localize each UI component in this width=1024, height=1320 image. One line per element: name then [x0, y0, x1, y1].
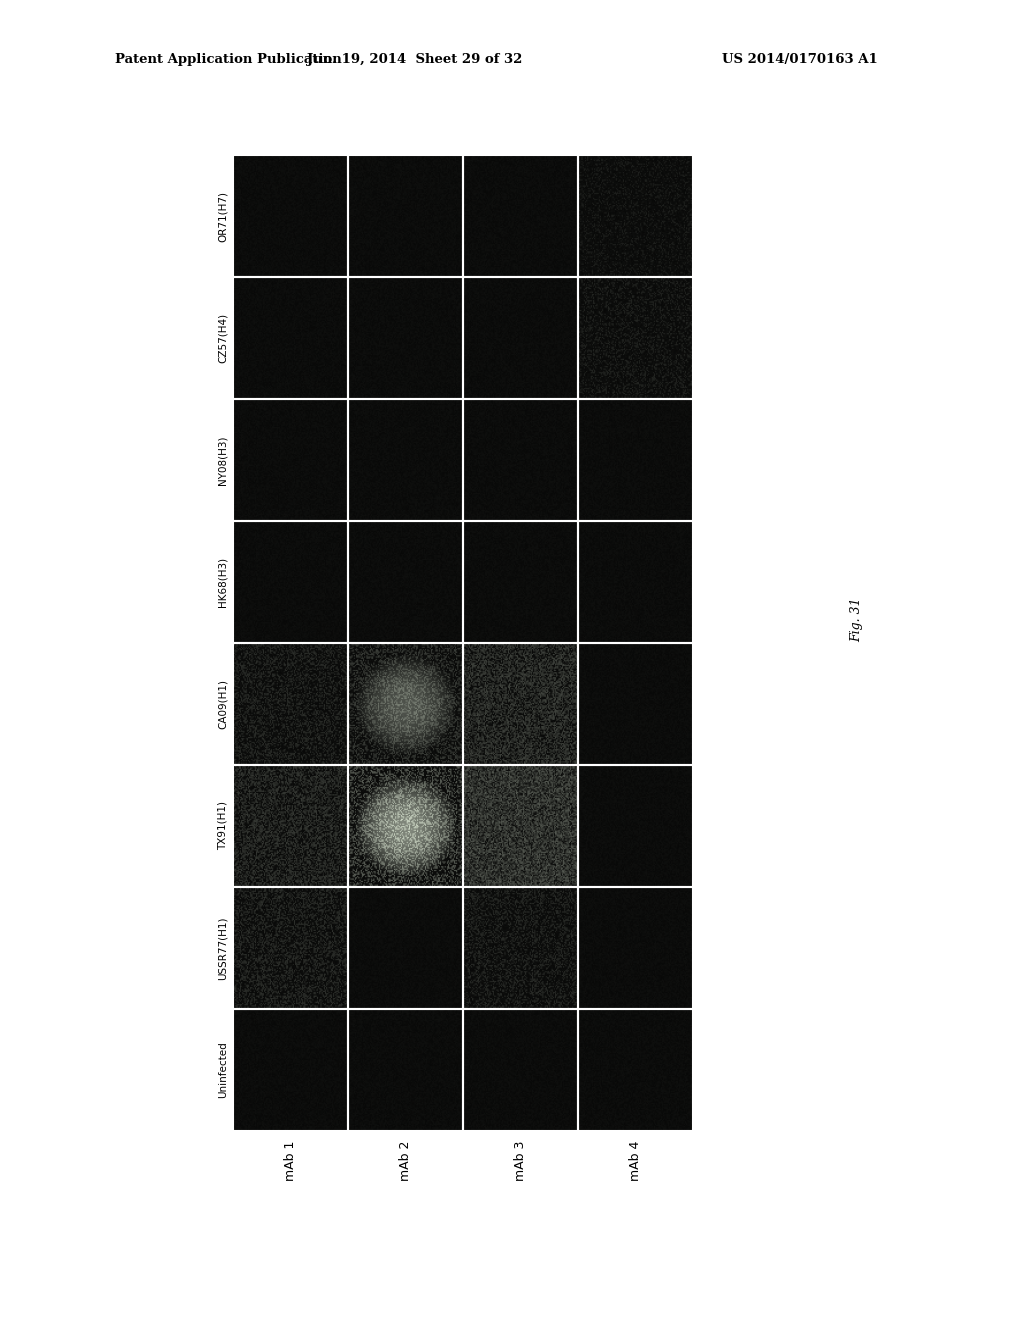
Bar — [233, 643, 348, 766]
Text: TX91(H1): TX91(H1) — [218, 801, 228, 850]
Bar — [463, 887, 578, 1008]
Bar — [463, 1008, 578, 1131]
Bar — [233, 399, 348, 521]
Bar — [348, 887, 463, 1008]
Bar — [578, 887, 693, 1008]
Bar — [348, 277, 463, 399]
Bar — [233, 887, 348, 1008]
Bar — [348, 1008, 463, 1131]
Text: CZ57(H4): CZ57(H4) — [218, 313, 228, 363]
Bar — [348, 399, 463, 521]
Text: mAb 3: mAb 3 — [514, 1140, 527, 1181]
Text: mAb 2: mAb 2 — [399, 1140, 412, 1181]
Bar — [578, 521, 693, 643]
Text: USSR77(H1): USSR77(H1) — [218, 916, 228, 979]
Bar — [233, 521, 348, 643]
Bar — [233, 1008, 348, 1131]
Bar — [463, 154, 578, 277]
Bar — [463, 521, 578, 643]
Bar — [348, 643, 463, 766]
Text: NY08(H3): NY08(H3) — [218, 436, 228, 484]
Text: Uninfected: Uninfected — [218, 1041, 228, 1098]
Bar — [578, 766, 693, 887]
Text: Patent Application Publication: Patent Application Publication — [115, 54, 342, 66]
Text: mAb 1: mAb 1 — [284, 1140, 297, 1181]
Bar — [578, 154, 693, 277]
Text: US 2014/0170163 A1: US 2014/0170163 A1 — [722, 54, 878, 66]
Bar — [578, 643, 693, 766]
Bar — [463, 766, 578, 887]
Bar — [348, 521, 463, 643]
Bar — [463, 643, 578, 766]
Bar — [578, 399, 693, 521]
Bar — [233, 277, 348, 399]
Text: OR71(H7): OR71(H7) — [218, 190, 228, 242]
Bar — [348, 154, 463, 277]
Bar — [578, 277, 693, 399]
Text: HK68(H3): HK68(H3) — [218, 557, 228, 607]
Bar — [463, 399, 578, 521]
Bar — [463, 277, 578, 399]
Bar — [578, 1008, 693, 1131]
Text: mAb 4: mAb 4 — [629, 1140, 642, 1181]
Bar — [233, 766, 348, 887]
Text: Fig. 31: Fig. 31 — [850, 598, 863, 643]
Text: Jun. 19, 2014  Sheet 29 of 32: Jun. 19, 2014 Sheet 29 of 32 — [307, 54, 522, 66]
Bar — [348, 766, 463, 887]
Text: CA09(H1): CA09(H1) — [218, 678, 228, 729]
Bar — [233, 154, 348, 277]
